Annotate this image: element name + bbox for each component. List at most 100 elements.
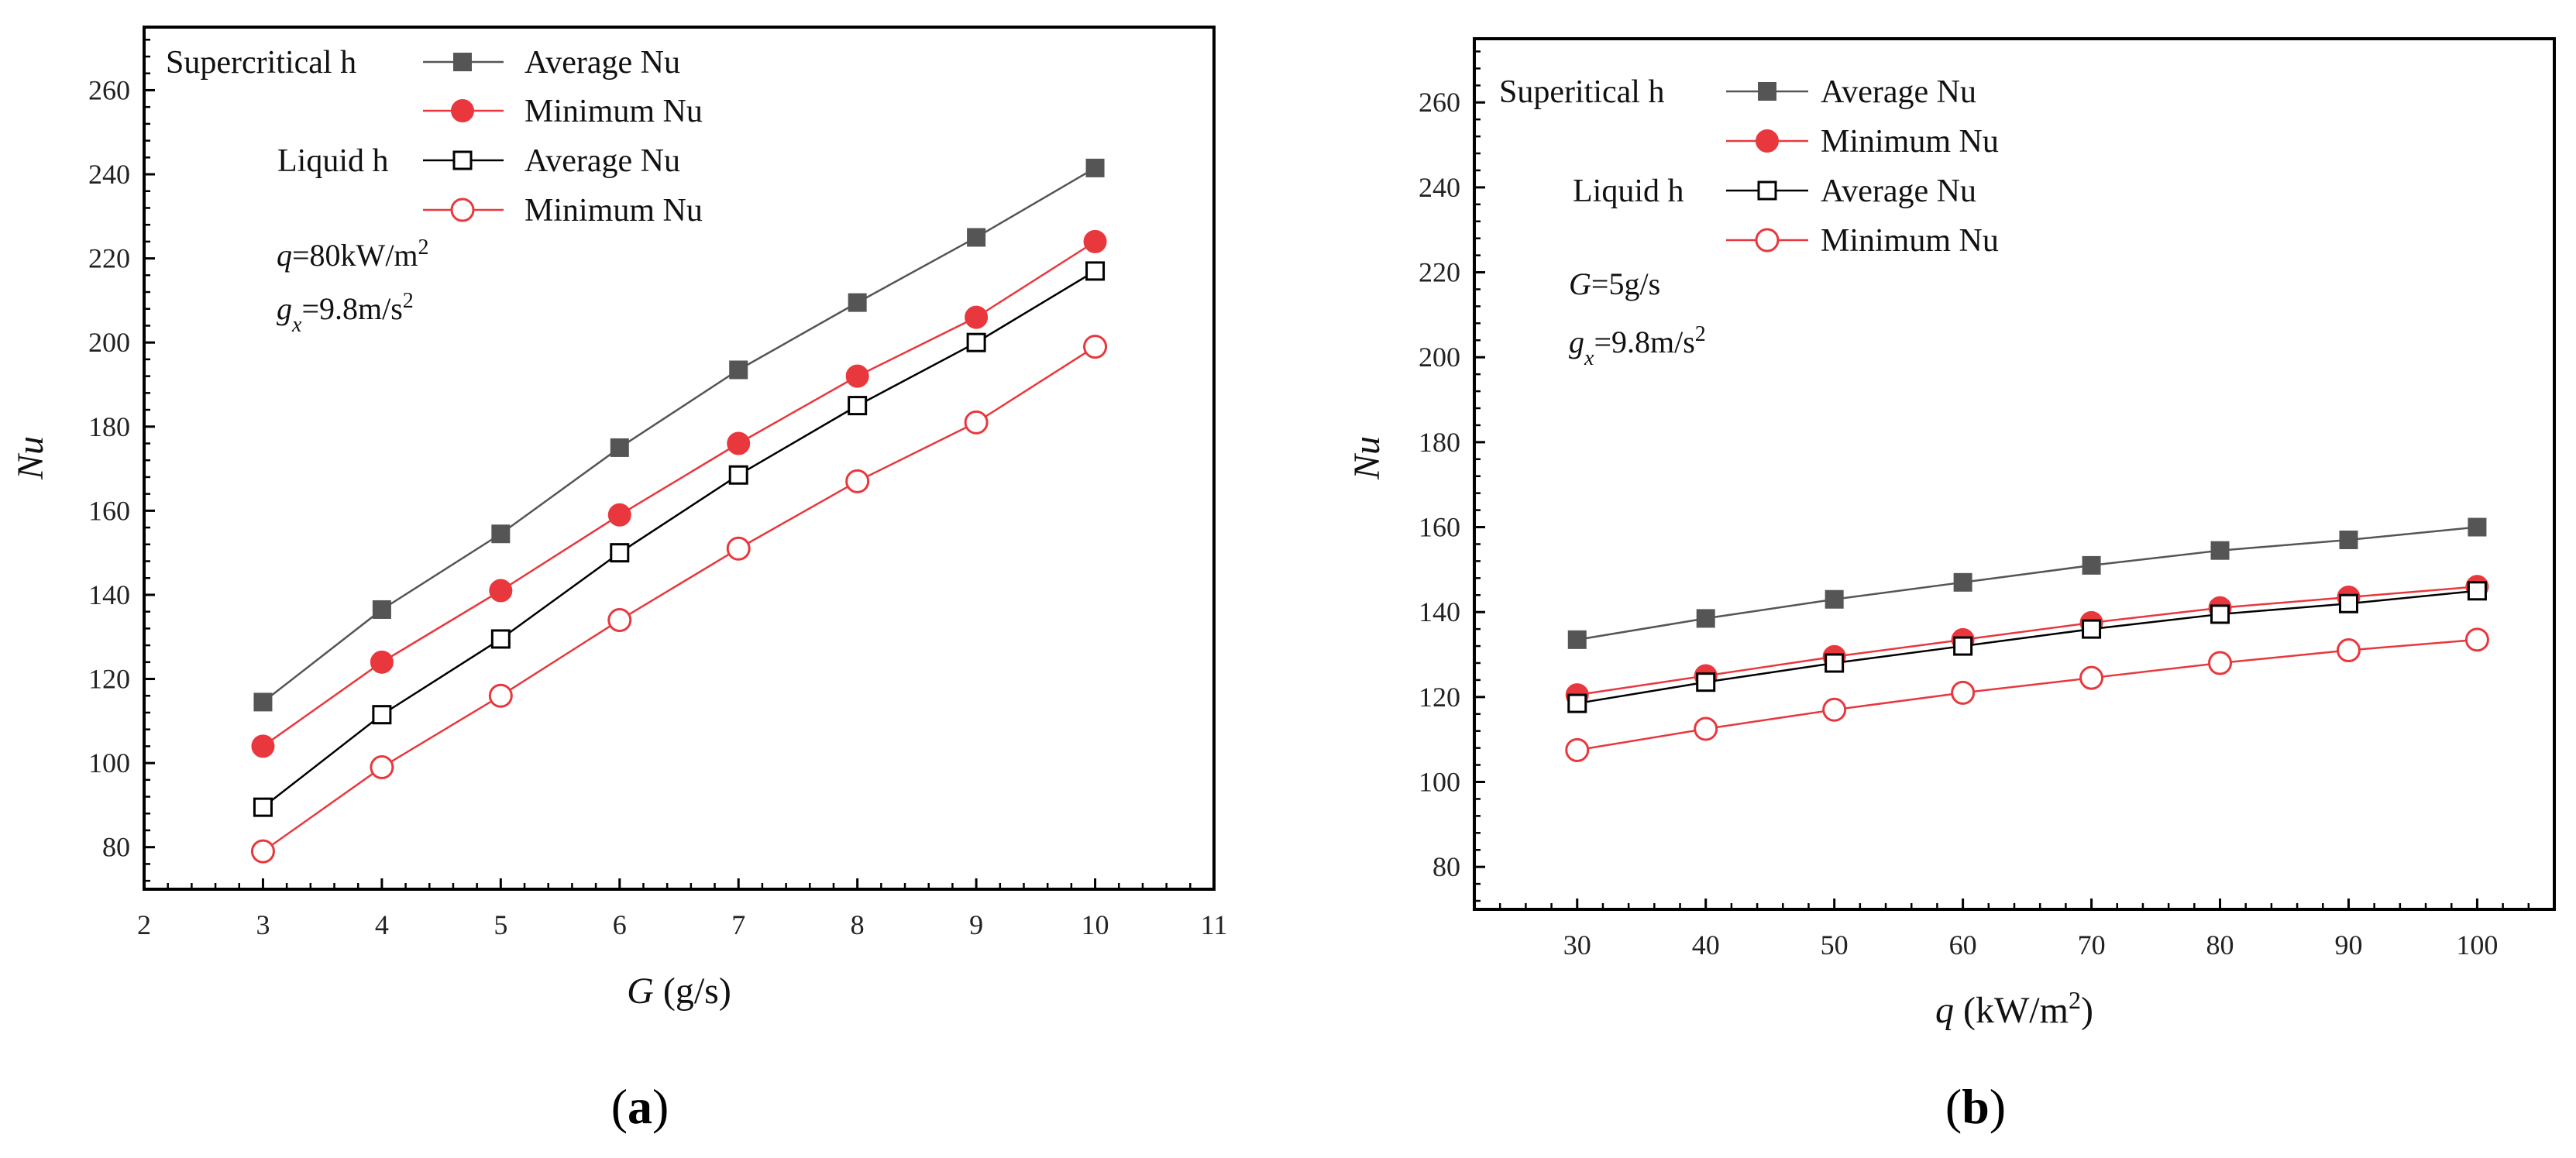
- data-point: [1951, 680, 1976, 705]
- series-line: [1577, 638, 2478, 751]
- x-tick-label: 50: [1821, 929, 1849, 960]
- series-sup_avg: [253, 158, 1105, 712]
- data-point: [1567, 693, 1587, 713]
- data-point: [2336, 638, 2361, 663]
- data-point: [610, 543, 630, 563]
- panel-label: (a): [611, 1079, 669, 1134]
- data-point: [1696, 672, 1716, 692]
- data-point: [251, 734, 275, 758]
- annotation-line-1: q=80kW/m2: [277, 235, 429, 273]
- series-line: [262, 167, 1096, 703]
- y-tick-label: 240: [1419, 172, 1460, 203]
- data-point: [2208, 651, 2233, 675]
- data-point: [2468, 517, 2487, 537]
- legend-marker: [1755, 228, 1780, 253]
- legend-marker: [1758, 82, 1776, 101]
- series-line: [262, 345, 1096, 853]
- legend-label: Average Nu: [1821, 74, 1976, 110]
- data-point: [965, 305, 989, 329]
- plot-frame: [143, 26, 1216, 891]
- data-point: [2338, 593, 2358, 613]
- legend-group-label: Superitical h: [1499, 74, 1664, 110]
- data-point: [491, 524, 511, 544]
- y-tick-label: 80: [102, 832, 130, 863]
- data-point: [2467, 581, 2487, 601]
- y-tick-label: 120: [88, 664, 130, 695]
- series-liq_min: [1565, 627, 2489, 762]
- legend: Superitical h Average Nu Minimum Nu Liquid …: [1499, 74, 1999, 259]
- y-tick-label: 160: [1419, 512, 1460, 543]
- data-point: [1085, 158, 1105, 177]
- x-tick-label: 8: [851, 909, 865, 940]
- x-tick-label: 70: [2078, 929, 2106, 960]
- x-tick-label: 6: [613, 909, 627, 940]
- data-point: [1822, 697, 1847, 722]
- x-tick-label: 90: [2334, 929, 2362, 960]
- series-liq_avg: [1567, 581, 2487, 713]
- series-line: [1577, 526, 2478, 641]
- y-tick-label: 80: [1432, 851, 1460, 882]
- x-tick-label: 4: [375, 909, 389, 940]
- legend-label: Minimum Nu: [524, 94, 703, 129]
- series-sup_avg: [1567, 517, 2487, 649]
- y-tick-label: 220: [88, 243, 130, 274]
- data-point: [1083, 335, 1108, 359]
- data-point: [250, 839, 275, 864]
- x-tick-label: 30: [1563, 929, 1591, 960]
- x-tick-label: 100: [2456, 929, 2498, 960]
- x-axis-label: q (kW/m2): [1935, 986, 2093, 1031]
- legend: Supercritical h Average Nu Minimum Nu Liqui…: [166, 45, 703, 229]
- legend-group-label: Liquid h: [277, 143, 389, 179]
- y-axis-label: Nu: [1346, 436, 1388, 480]
- annotation-line-1: G=5g/s: [1569, 266, 1660, 301]
- data-point: [253, 692, 273, 712]
- data-point: [2210, 541, 2230, 560]
- x-tick-label: 10: [1082, 909, 1109, 940]
- y-tick-label: 140: [88, 579, 130, 610]
- data-point: [966, 332, 986, 352]
- legend-label: Average Nu: [524, 45, 680, 81]
- x-tick-label: 9: [969, 909, 983, 940]
- series-line: [262, 270, 1096, 809]
- plot-frame: [1473, 37, 2556, 911]
- data-point: [848, 293, 867, 312]
- panel-label: (b): [1945, 1079, 2006, 1134]
- y-tick-label: 100: [1419, 767, 1460, 798]
- data-point: [967, 228, 986, 247]
- data-point: [726, 536, 751, 561]
- data-point: [727, 431, 751, 455]
- legend-label: Minimum Nu: [524, 193, 703, 229]
- legend-label: Minimum Nu: [1821, 223, 1999, 259]
- legend-marker: [451, 99, 474, 122]
- data-point: [848, 396, 868, 416]
- series-line: [1577, 586, 2478, 696]
- data-point: [489, 579, 513, 603]
- data-point: [1085, 261, 1106, 281]
- data-point: [607, 608, 632, 633]
- legend-marker: [452, 150, 473, 170]
- data-point: [490, 629, 511, 649]
- x-tick-label: 60: [1949, 929, 1977, 960]
- data-point: [372, 705, 392, 725]
- data-point: [253, 797, 273, 817]
- x-axis-label: G (g/s): [627, 971, 731, 1012]
- series-liq_min: [250, 335, 1108, 864]
- data-point: [1567, 630, 1587, 649]
- legend-label: Average Nu: [1821, 174, 1976, 209]
- data-point: [488, 683, 513, 708]
- data-point: [2082, 619, 2102, 639]
- y-axis-label: Nu: [10, 436, 51, 480]
- legend-marker: [1757, 180, 1777, 201]
- data-point: [370, 755, 394, 780]
- data-point: [372, 600, 391, 619]
- data-point: [1825, 653, 1845, 673]
- y-tick-label: 180: [1419, 427, 1460, 458]
- data-point: [2464, 627, 2489, 652]
- y-tick-label: 220: [1419, 257, 1460, 288]
- legend-marker: [1756, 129, 1779, 153]
- data-point: [1825, 589, 1844, 609]
- data-point: [964, 410, 989, 435]
- data-point: [728, 465, 748, 485]
- data-point: [845, 469, 870, 493]
- data-point: [1953, 572, 1972, 592]
